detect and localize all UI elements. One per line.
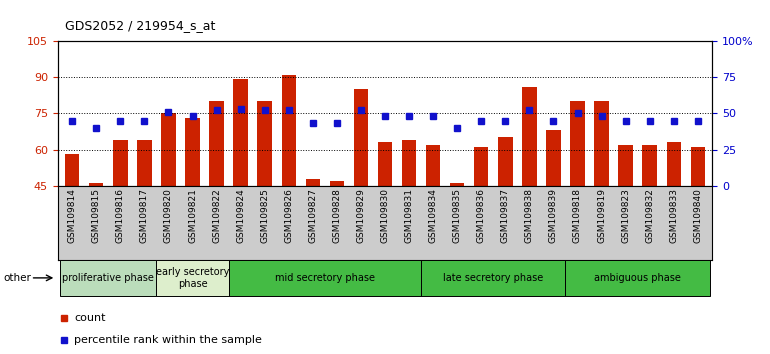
Text: GSM109830: GSM109830: [380, 188, 390, 243]
Bar: [691, 147, 705, 186]
Bar: [209, 101, 224, 186]
Text: GDS2052 / 219954_s_at: GDS2052 / 219954_s_at: [65, 19, 216, 32]
Text: GSM109822: GSM109822: [212, 188, 221, 243]
Bar: [60, 260, 156, 296]
Bar: [571, 101, 584, 186]
Bar: [330, 181, 344, 186]
Text: count: count: [74, 313, 105, 323]
Text: GSM109823: GSM109823: [621, 188, 630, 243]
Bar: [186, 118, 199, 186]
Bar: [450, 183, 464, 186]
Text: GSM109834: GSM109834: [429, 188, 437, 243]
Text: GSM109817: GSM109817: [140, 188, 149, 243]
Bar: [137, 140, 152, 186]
Bar: [498, 137, 513, 186]
Bar: [161, 113, 176, 186]
Text: GSM109839: GSM109839: [549, 188, 558, 243]
Text: GSM109829: GSM109829: [357, 188, 366, 243]
Text: GSM109819: GSM109819: [597, 188, 606, 243]
Text: GSM109838: GSM109838: [525, 188, 534, 243]
Text: GSM109831: GSM109831: [404, 188, 413, 243]
Text: GSM109833: GSM109833: [669, 188, 678, 243]
Text: GSM109840: GSM109840: [693, 188, 702, 243]
Text: GSM109824: GSM109824: [236, 188, 245, 243]
Text: percentile rank within the sample: percentile rank within the sample: [74, 335, 262, 345]
Bar: [565, 260, 710, 296]
Text: proliferative phase: proliferative phase: [62, 273, 154, 283]
Text: GSM109821: GSM109821: [188, 188, 197, 243]
Text: GSM109837: GSM109837: [500, 188, 510, 243]
Bar: [229, 260, 421, 296]
Bar: [113, 140, 128, 186]
Text: GSM109827: GSM109827: [308, 188, 317, 243]
Bar: [594, 101, 609, 186]
Bar: [421, 260, 565, 296]
Bar: [667, 142, 681, 186]
Bar: [65, 154, 79, 186]
Text: ambiguous phase: ambiguous phase: [594, 273, 681, 283]
Text: GSM109832: GSM109832: [645, 188, 654, 243]
Text: early secretory
phase: early secretory phase: [156, 267, 229, 289]
Bar: [546, 130, 561, 186]
Bar: [378, 142, 392, 186]
Bar: [233, 79, 248, 186]
Text: late secretory phase: late secretory phase: [444, 273, 544, 283]
Bar: [618, 145, 633, 186]
Text: GSM109825: GSM109825: [260, 188, 269, 243]
Bar: [282, 75, 296, 186]
Text: GSM109818: GSM109818: [573, 188, 582, 243]
Bar: [474, 147, 488, 186]
Bar: [353, 89, 368, 186]
Bar: [426, 145, 440, 186]
Bar: [642, 145, 657, 186]
Text: GSM109820: GSM109820: [164, 188, 173, 243]
Text: mid secretory phase: mid secretory phase: [275, 273, 375, 283]
Text: GSM109816: GSM109816: [116, 188, 125, 243]
Bar: [156, 260, 229, 296]
Bar: [402, 140, 417, 186]
Bar: [257, 101, 272, 186]
Bar: [306, 179, 320, 186]
Text: GSM109828: GSM109828: [333, 188, 341, 243]
Bar: [522, 87, 537, 186]
Text: GSM109826: GSM109826: [284, 188, 293, 243]
Text: GSM109835: GSM109835: [453, 188, 462, 243]
Text: other: other: [4, 273, 32, 283]
Text: GSM109815: GSM109815: [92, 188, 101, 243]
Bar: [89, 183, 103, 186]
Text: GSM109836: GSM109836: [477, 188, 486, 243]
Text: GSM109814: GSM109814: [68, 188, 77, 243]
